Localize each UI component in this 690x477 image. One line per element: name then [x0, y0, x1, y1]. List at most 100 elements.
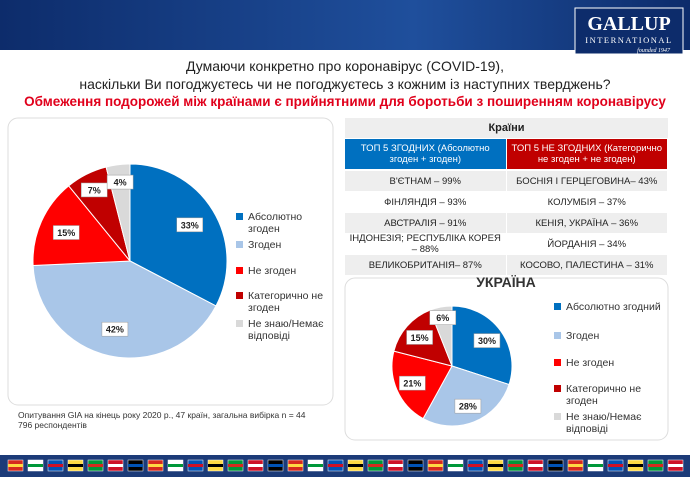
legend-item: Згоден: [554, 330, 661, 342]
table-cell: КОСОВО, ПАЛЕСТИНА – 31%: [506, 255, 667, 275]
flag: [428, 464, 443, 467]
flag: [48, 464, 63, 467]
flags: [7, 459, 684, 472]
flag: [628, 464, 643, 467]
flag: [8, 464, 23, 467]
statement: Обмеження подорожей між країнами є прийн…: [24, 94, 666, 109]
flag: [348, 464, 363, 467]
flag: [188, 464, 203, 467]
data-label: 21%: [403, 379, 421, 389]
table-cell: ЙОРДАНІЯ – 34%: [506, 234, 667, 254]
label-box: [406, 330, 433, 345]
legend-label: Не згоден: [566, 357, 615, 369]
question: Думаючи конкретно про коронавірус (COVID…: [186, 58, 504, 74]
data-label: 6%: [436, 313, 449, 323]
table-cell: ТОП 5 ЗГОДНИХ (Абсолютно згоден + згоден…: [345, 139, 506, 169]
flag: [648, 464, 663, 467]
legend-label: Згоден: [248, 239, 282, 251]
pie-slice: [32, 260, 217, 359]
flag: [408, 464, 423, 467]
data-label: 7%: [88, 185, 101, 195]
pie-slice: [129, 163, 228, 307]
flag: [308, 464, 323, 467]
table-cell: КЕНІЯ, УКРАЇНА – 36%: [506, 213, 667, 233]
legend-marker: [236, 241, 243, 248]
label-box: [106, 174, 134, 190]
table: Країни ТОП 5 ЗГОДНИХ (Абсолютно згоден + …: [345, 118, 668, 275]
legend-item: Не згоден: [236, 265, 328, 277]
flag: [588, 464, 603, 467]
table-cell: ВЕЛИКОБРИТАНІЯ– 87%: [345, 255, 506, 275]
legend-marker: [554, 385, 561, 392]
legend-marker: [236, 267, 243, 274]
flag: [288, 464, 303, 467]
flag: [488, 464, 503, 467]
label-box: [429, 310, 457, 325]
label-box: [454, 398, 482, 414]
flag: [68, 464, 83, 467]
legend-label: Абсолютно згодний: [566, 301, 661, 313]
label-box: [176, 217, 203, 233]
table-cell: ФІНЛЯНДІЯ – 93%: [345, 192, 506, 212]
legend-marker: [554, 359, 561, 366]
legend-label: Не знаю/Немає відповіді: [248, 318, 324, 342]
question: наскільки Ви погоджуєтесь чи не погоджує…: [79, 76, 611, 92]
flag: [668, 464, 683, 467]
flag: [468, 464, 483, 467]
legend-item: Не знаю/Немає відповіді: [236, 318, 328, 342]
legend-item: Не знаю/Немає відповіді: [554, 411, 661, 435]
founded: founded 1947: [637, 47, 671, 54]
data-label: 15%: [57, 228, 75, 238]
legend-item: Абсолютно згоден: [236, 211, 328, 235]
legend-item: Категорично не згоден: [554, 383, 661, 407]
flag: [448, 464, 463, 467]
data-label: 33%: [181, 220, 199, 230]
table-cell: В'ЄТНАМ – 99%: [345, 171, 506, 191]
legend-marker: [554, 303, 561, 310]
legend-label: Категорично не згоден: [566, 383, 642, 407]
flag: [248, 464, 263, 467]
flag: [148, 464, 163, 467]
legend-marker: [236, 213, 243, 220]
pie-slice: [422, 365, 510, 427]
label-box: [101, 321, 129, 337]
flag: [168, 464, 183, 467]
logo-sub: INTERNATIONAL: [585, 35, 673, 45]
flag: [88, 464, 103, 467]
pie-title: УКРАЇНА: [476, 274, 536, 290]
flag: [368, 464, 383, 467]
logo-box: [574, 7, 684, 55]
flag-strip: [0, 455, 690, 477]
flag: [228, 464, 243, 467]
flag: [548, 464, 563, 467]
legend-marker: [554, 332, 561, 339]
legend-item: Згоден: [236, 239, 328, 251]
data-label: 30%: [478, 336, 496, 346]
data-label: 42%: [106, 325, 124, 335]
legend-marker: [236, 320, 243, 327]
table-cell: КОЛУМБІЯ – 37%: [506, 192, 667, 212]
flag: [528, 464, 543, 467]
table-cell: ТОП 5 НЕ ЗГОДНИХ (Категорично не згоден …: [506, 139, 667, 169]
flag: [508, 464, 523, 467]
legend-label: Категорично не згоден: [248, 290, 324, 314]
table-cell: ІНДОНЕЗІЯ; РЕСПУБЛІКА КОРЕЯ – 88%: [345, 233, 506, 255]
data-label: 28%: [459, 402, 477, 412]
label-box: [52, 225, 80, 240]
legend-item: Не згоден: [554, 357, 661, 369]
data-label: 15%: [411, 333, 429, 343]
legend-label: Не знаю/Немає відповіді: [566, 411, 642, 435]
table-cell: Країни: [345, 118, 668, 138]
legend-marker: [236, 292, 243, 299]
logo: GALLUP: [587, 13, 670, 35]
flag: [128, 464, 143, 467]
label-box: [399, 375, 426, 391]
flag: [28, 464, 43, 467]
label-box: [80, 182, 108, 198]
legend-item: Категорично не згоден: [236, 290, 328, 314]
flag: [108, 464, 123, 467]
flag: [568, 464, 583, 467]
legend-item: Абсолютно згодний: [554, 301, 661, 313]
